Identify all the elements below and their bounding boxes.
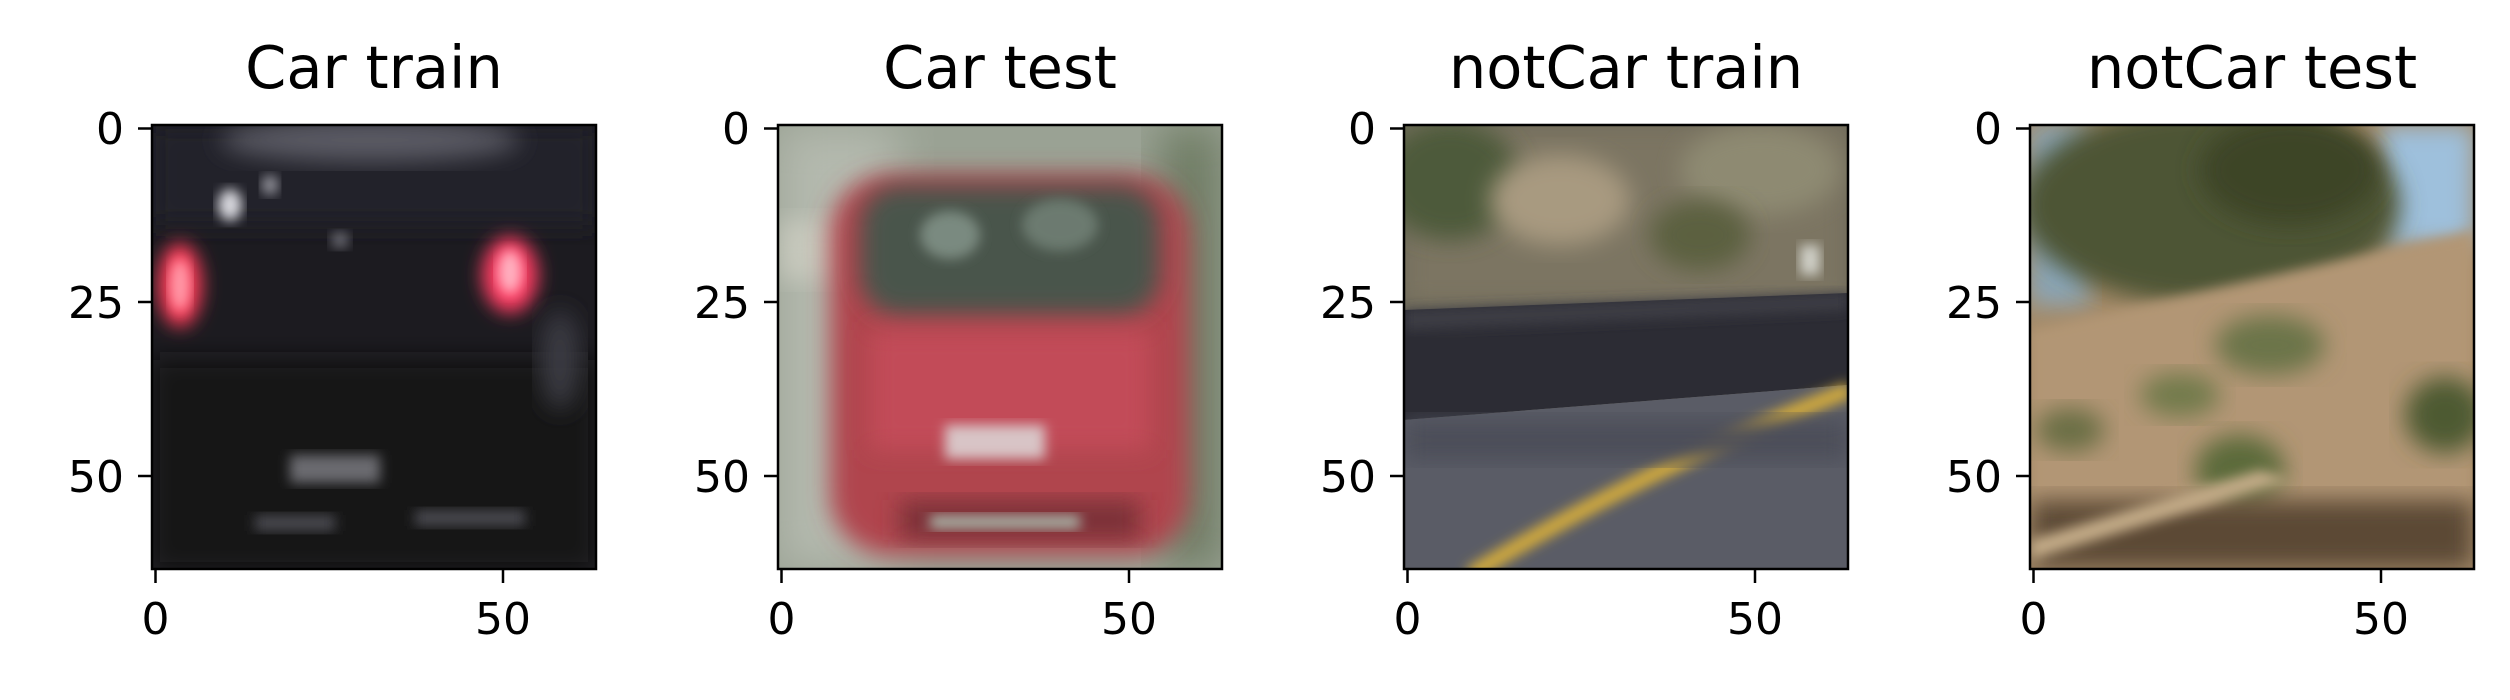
image-notcar-train bbox=[1404, 125, 1848, 569]
x-tick-label: 50 bbox=[1101, 594, 1157, 645]
y-tick-label: 25 bbox=[1946, 278, 2002, 329]
y-tick-label: 0 bbox=[722, 104, 750, 155]
x-tick-label: 0 bbox=[2020, 594, 2048, 645]
x-ticks: 0 50 bbox=[1394, 569, 1783, 645]
panel-title: Car test bbox=[883, 33, 1117, 102]
x-tick-label: 50 bbox=[2353, 594, 2409, 645]
y-tick-label: 50 bbox=[1946, 452, 2002, 503]
x-tick-label: 50 bbox=[1727, 594, 1783, 645]
x-tick-label: 50 bbox=[475, 594, 531, 645]
x-ticks: 0 50 bbox=[2020, 569, 2409, 645]
x-ticks: 0 50 bbox=[768, 569, 1157, 645]
panel-notcar-train: notCar train 0 50 0 25 bbox=[1320, 33, 1850, 645]
axes-frame bbox=[776, 123, 1224, 571]
panel-title: notCar train bbox=[1449, 33, 1803, 102]
image-car-test bbox=[778, 125, 1222, 569]
y-ticks: 0 25 50 bbox=[1946, 104, 2030, 503]
y-ticks: 0 25 50 bbox=[694, 104, 778, 503]
panel-car-test: Car test 0 50 0 25 50 bbox=[694, 33, 1224, 645]
y-ticks: 0 25 50 bbox=[1320, 104, 1404, 503]
y-tick-label: 25 bbox=[694, 278, 750, 329]
panel-title: Car train bbox=[245, 33, 503, 102]
axes-frame bbox=[2028, 123, 2476, 571]
y-tick-label: 25 bbox=[1320, 278, 1376, 329]
panel-car-train: Car train 0 50 0 bbox=[68, 33, 598, 645]
axes-frame bbox=[150, 123, 598, 571]
y-tick-label: 0 bbox=[96, 104, 124, 155]
image-car-train bbox=[152, 125, 596, 569]
x-tick-label: 0 bbox=[768, 594, 796, 645]
y-ticks: 0 25 50 bbox=[68, 104, 152, 503]
y-tick-label: 50 bbox=[1320, 452, 1376, 503]
y-tick-label: 0 bbox=[1348, 104, 1376, 155]
x-tick-label: 0 bbox=[1394, 594, 1422, 645]
x-ticks: 0 50 bbox=[142, 569, 531, 645]
y-tick-label: 25 bbox=[68, 278, 124, 329]
panel-title: notCar test bbox=[2087, 33, 2417, 102]
y-tick-label: 50 bbox=[694, 452, 750, 503]
axes-frame bbox=[1402, 123, 1850, 571]
panel-notcar-test: notCar test 0 50 0 25 bbox=[1946, 33, 2476, 645]
y-tick-label: 0 bbox=[1974, 104, 2002, 155]
image-notcar-test bbox=[2030, 125, 2474, 569]
y-tick-label: 50 bbox=[68, 452, 124, 503]
x-tick-label: 0 bbox=[142, 594, 170, 645]
